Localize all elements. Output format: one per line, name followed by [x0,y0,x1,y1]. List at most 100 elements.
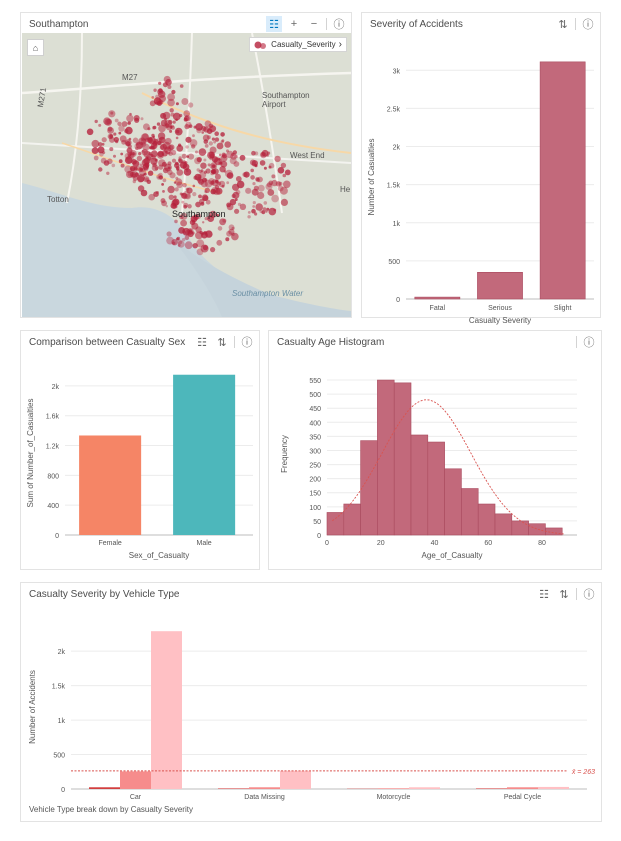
map-point [162,178,167,183]
map-label-southampton: Southampton [172,209,226,219]
map-point [121,121,128,127]
map-point [176,169,184,176]
map-point [181,200,185,204]
info-icon[interactable]: ⓘ [583,337,595,349]
map-point [183,110,190,117]
home-icon[interactable]: ⌂ [27,39,44,56]
map-point [207,163,211,167]
map-point [152,125,157,130]
map-point [232,183,240,191]
map-view[interactable]: ⌂ Casualty_Severity › M27 M271 Southampt… [22,33,351,317]
map-point [177,239,183,245]
histogram-card: Casualty Age Histogram ⓘ 0 50 100 150 200 250… [268,330,602,570]
map-point [127,121,131,125]
map-point [208,151,216,158]
map-point [262,207,267,212]
zoom-in-icon[interactable]: + [290,18,298,30]
map-point [200,162,207,169]
map-point [142,173,145,176]
map-point [93,155,99,161]
y-tick-label: 800 [47,473,59,480]
map-card: Southampton ☷ + − ⓘ ⌂ Casualt [20,12,352,318]
map-point [140,138,144,141]
map-point [231,232,239,241]
map-point [226,181,230,185]
x-tick-label: 20 [377,540,385,547]
map-point [279,186,288,195]
histogram-chart: 050100150200250300350400450500550Frequen… [280,378,577,560]
map-point [203,126,210,133]
sort-icon[interactable]: ⇅ [217,336,227,349]
x-tick-label: Serious [488,305,512,312]
map-point [150,150,158,158]
zoom-out-icon[interactable]: − [310,18,318,30]
map-point [161,161,167,167]
histogram-bar [494,513,513,536]
map-point [165,123,173,131]
map-point [245,187,252,194]
info-icon[interactable]: ⓘ [333,19,345,31]
map-point [109,147,114,152]
map-point [208,141,213,146]
map-point [124,156,133,164]
map-point [167,98,175,107]
vehicle-title: Casualty Severity by Vehicle Type [29,589,180,600]
map-point [140,167,143,171]
legend-toggle-icon[interactable]: ☷ [197,336,207,349]
y-tick-label: 400 [47,503,59,510]
map-point [257,176,263,183]
map-point [129,112,132,116]
legend-toggle-icon[interactable]: ☷ [539,588,549,601]
map-point [268,162,275,169]
map-point [234,208,240,214]
info-icon[interactable]: ⓘ [582,19,594,31]
info-icon[interactable]: ⓘ [241,337,253,349]
map-point [147,136,153,142]
vehicle-bar [120,771,151,789]
y-axis-label: Number of Casualties [367,139,376,216]
map-point [137,185,145,192]
info-icon[interactable]: ⓘ [583,589,595,601]
x-tick-label: 0 [325,540,329,547]
map-point [173,181,177,184]
legend-toggle-icon[interactable]: ☷ [266,16,282,32]
sort-icon[interactable]: ⇅ [559,588,569,601]
map-point [127,152,132,157]
map-point [110,111,114,115]
vehicle-bar [409,787,440,789]
vehicle-bar [218,788,249,789]
histogram-bar [427,441,445,536]
map-point [139,163,143,167]
map-point [273,208,277,212]
map-point [167,93,176,101]
map-point [201,232,204,236]
map-point [220,132,225,137]
vehicle-bar [280,770,311,789]
map-point [176,181,183,189]
map-point [175,176,179,180]
map-point [214,173,221,180]
map-point [134,117,140,123]
map-point [211,137,215,141]
map-point [129,153,135,159]
map-point [126,147,133,154]
map-point [177,244,181,247]
map-point [91,139,100,148]
map-point [135,146,139,151]
vehicle-bar [89,787,120,789]
map-point [283,180,291,189]
map-point [198,194,202,199]
map-point [188,102,194,108]
sort-icon[interactable]: ⇅ [558,18,568,31]
map-legend-chip[interactable]: Casualty_Severity › [249,37,347,52]
map-point [171,124,175,128]
map-point [171,89,176,95]
map-point [162,190,165,193]
map-point [247,211,251,214]
map-point [107,158,113,165]
map-point [120,152,124,156]
map-point [166,236,175,245]
map-point [250,168,254,173]
map-canvas [22,33,351,317]
x-tick-label: Male [197,540,212,547]
